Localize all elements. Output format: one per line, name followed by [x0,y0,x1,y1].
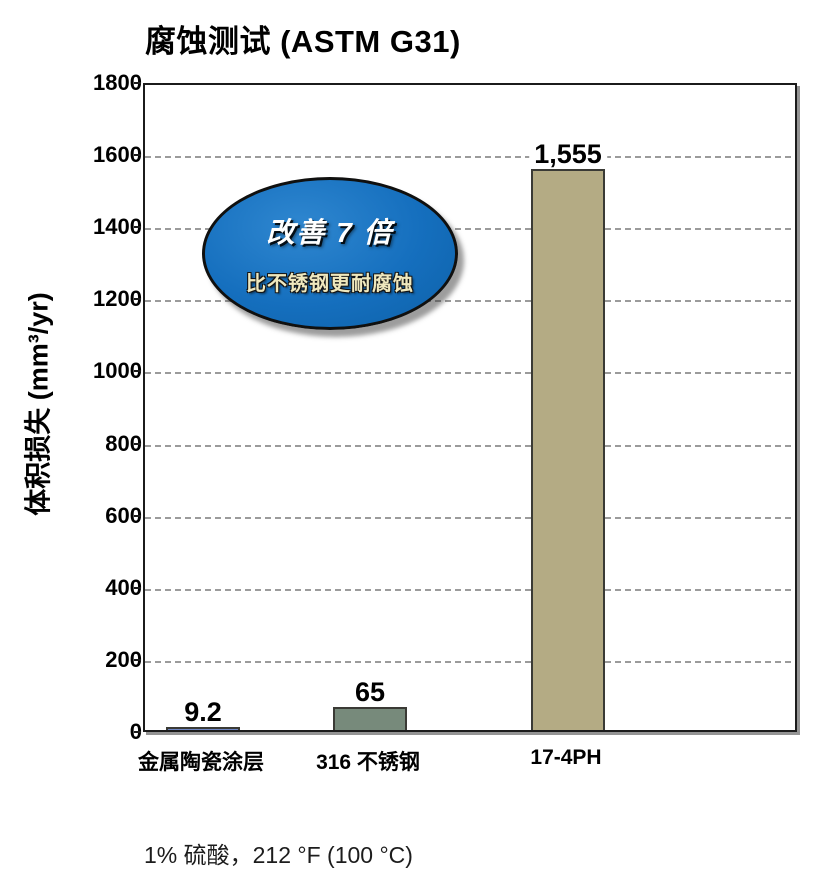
y-tick-label-0: 0 [129,719,142,744]
y-tick-label-600: 600 [105,503,142,528]
chart-title: 腐蚀测试 (ASTM G31) [145,24,461,59]
y-tick-mark-1800 [134,82,141,84]
y-tick-label-200: 200 [105,647,142,672]
gridline-1200 [145,300,795,302]
y-tick-label-1000: 1000 [93,358,142,383]
x-axis-labels: 金属陶瓷涂层 316 不锈钢 17-4PH [138,746,797,776]
gridline-1400 [145,228,795,230]
bar-2 [333,707,407,730]
y-tick-mark-1400 [134,226,141,228]
gridline-600 [145,517,795,519]
y-tick-mark-200 [134,659,141,661]
plot-area: 9.2 65 1,555 [143,83,797,732]
y-tick-label-800: 800 [105,431,142,456]
y-tick-label-1200: 1200 [93,286,142,311]
y-tick-label-1600: 1600 [93,142,142,167]
gridline-1000 [145,372,795,374]
gridline-1600 [145,156,795,158]
y-tick-mark-600 [134,515,141,517]
y-tick-label-1400: 1400 [93,214,142,239]
test-conditions-note: 1% 硫酸，212 °F (100 °C) [144,842,413,868]
annotation-improvement-text: 改善 7 倍 [266,217,394,248]
bar-value-3: 1,555 [529,139,607,169]
bar-value-1: 9.2 [179,697,227,727]
y-tick-mark-400 [134,587,141,589]
bar-1 [166,727,240,730]
bar-value-2: 65 [349,677,391,707]
y-axis: 0 200 400 600 800 1000 1200 1400 1600 1800 [58,0,142,883]
annotation-ellipse: 改善 7 倍 比不锈钢更耐腐蚀 [202,177,458,330]
gridline-200 [145,661,795,663]
y-tick-label-1800: 1800 [93,70,142,95]
annotation-subtext: 比不锈钢更耐腐蚀 [246,273,414,295]
gridline-800 [145,445,795,447]
y-tick-label-400: 400 [105,575,142,600]
gridline-400 [145,589,795,591]
y-axis-title: 体积损失 (mm³/yr) [23,292,54,516]
bar-3 [531,169,605,730]
x-category-label-2: 316 不锈钢 [316,751,420,774]
x-category-label-1: 金属陶瓷涂层 [138,751,264,774]
y-tick-mark-800 [134,443,141,445]
y-tick-mark-0 [134,731,141,733]
y-tick-mark-1200 [134,298,141,300]
y-tick-mark-1600 [134,154,141,156]
x-category-label-3: 17-4PH [530,746,602,769]
y-tick-mark-1000 [134,370,141,372]
